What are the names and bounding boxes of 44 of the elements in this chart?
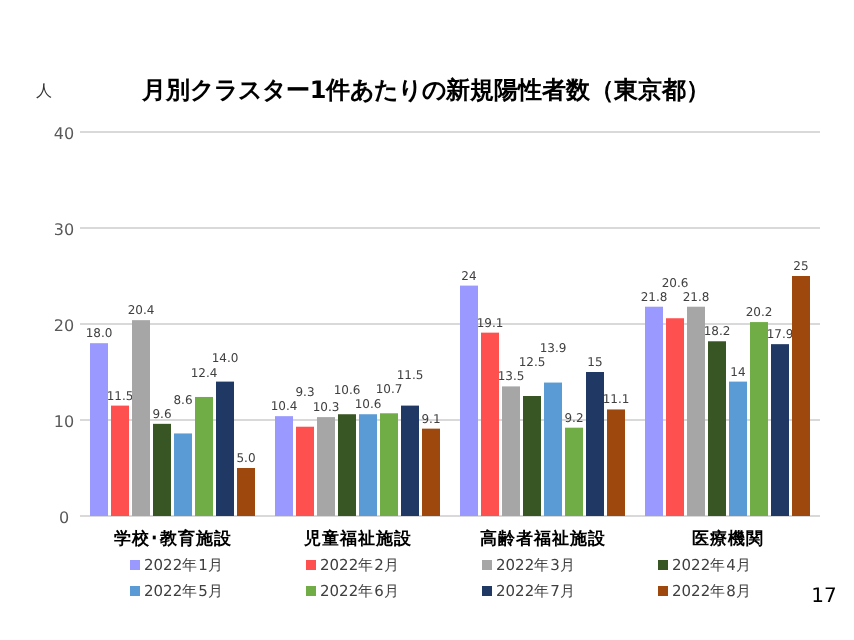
y-tick-label: 30 (53, 221, 75, 239)
bar (771, 344, 789, 516)
bar (237, 468, 255, 516)
bar (481, 332, 499, 516)
bar (645, 306, 663, 516)
bar (401, 405, 419, 516)
y-tick-label: 40 (53, 125, 75, 143)
bar (544, 382, 562, 516)
y-axis-title: 人 (36, 82, 52, 100)
bar (729, 381, 747, 516)
bar (422, 428, 440, 516)
bar (111, 405, 129, 516)
bar (275, 416, 293, 516)
bar (195, 396, 213, 516)
bar (523, 396, 541, 516)
bar (132, 320, 150, 516)
bar (792, 276, 810, 516)
bar (380, 413, 398, 516)
x-tick-label: 児童福祉施設 (301, 528, 414, 550)
y-tick-label: 20 (53, 317, 75, 335)
bar (359, 414, 377, 516)
y-tick-label: 0 (58, 509, 70, 527)
bar (317, 417, 335, 516)
x-tick-label: 高齢者福祉施設 (479, 528, 608, 550)
bar (565, 427, 583, 516)
bar (338, 414, 356, 516)
bar (90, 343, 108, 516)
bar (216, 381, 234, 516)
x-tick-label: 医療機関 (691, 528, 764, 550)
bar (296, 426, 314, 516)
bar (502, 386, 520, 516)
bar (687, 306, 705, 516)
bar (750, 322, 768, 516)
bar (586, 372, 604, 516)
bar (607, 409, 625, 516)
bar (708, 341, 726, 516)
bar (174, 433, 192, 516)
bar (153, 423, 171, 516)
text: 17 (811, 586, 837, 608)
chart-title: 月別クラスター1件あたりの新規陽性者数（東京都） (139, 76, 711, 104)
bar (460, 285, 478, 516)
bar (666, 318, 684, 516)
x-tick-label: 学校･教育施設 (113, 526, 234, 550)
y-tick-label: 10 (53, 413, 75, 431)
